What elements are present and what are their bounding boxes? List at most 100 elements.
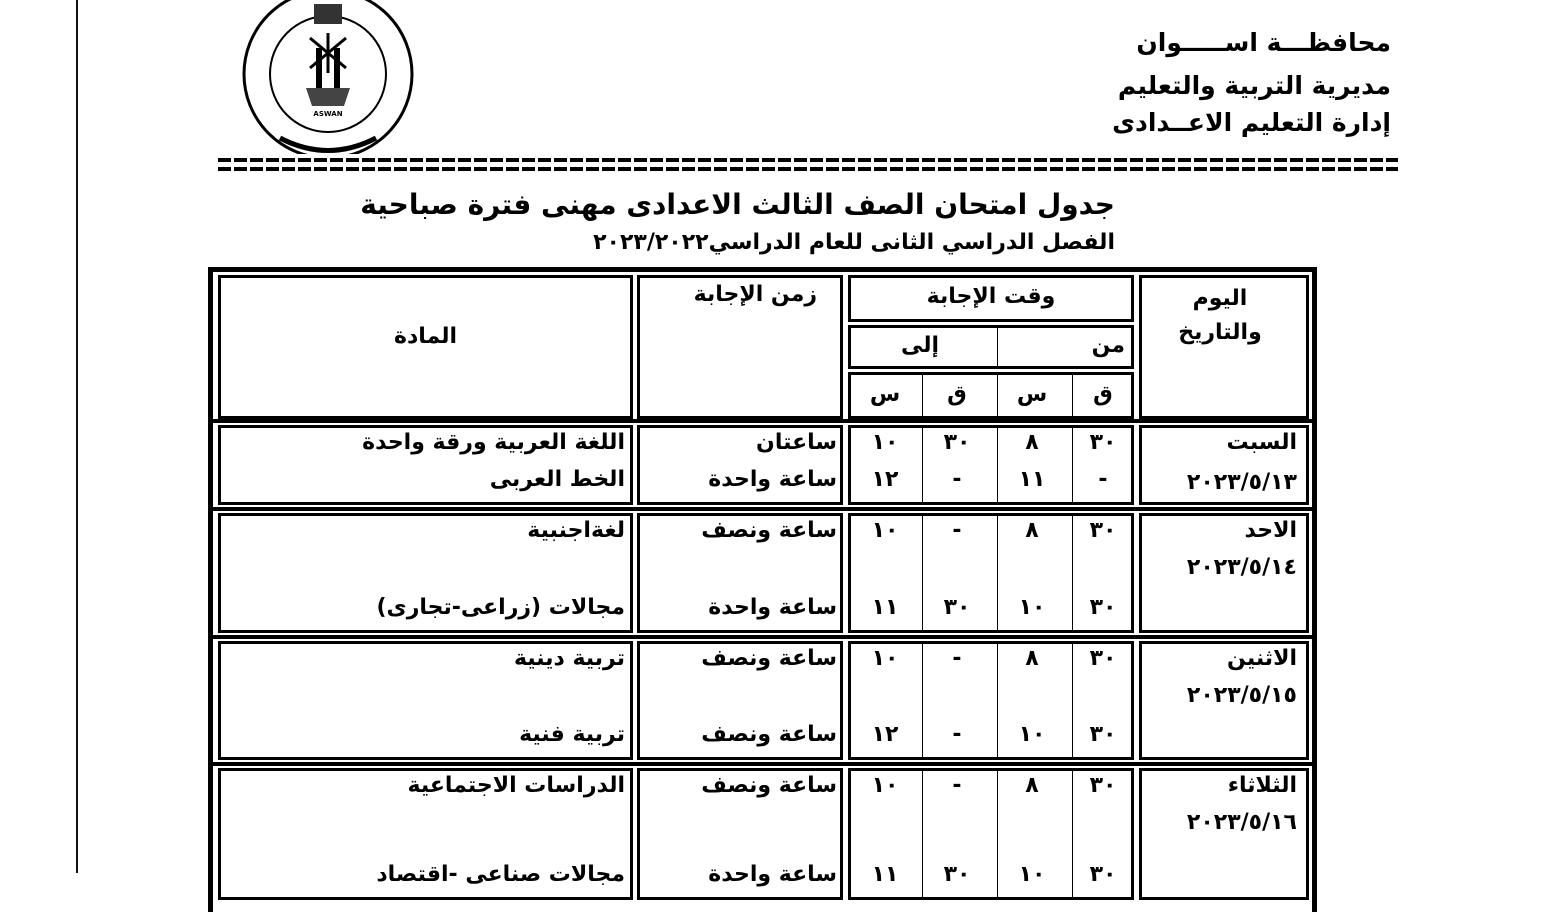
duration-cell [637,425,843,505]
exam-date: ٢٠٢٣/٥/١٦ [1186,810,1297,835]
from-to-header-row [848,325,1134,369]
day-name: الثلاثاء [1227,773,1297,798]
answer-duration: ساعة ونصف [701,646,837,671]
subject-name: الخط العربى [489,467,625,492]
row-separator [213,762,1313,766]
time-divider [922,513,923,633]
answer-duration: ساعة واحدة [708,595,837,620]
subject-name: مجالات (زراعى-تجارى) [376,595,626,620]
to-minute: - [952,646,962,671]
day-name: الاثنين [1227,646,1297,671]
from-minute: ٣٠ [1089,646,1117,671]
answer-duration: ساعة ونصف [701,518,837,543]
time-divider [922,768,923,900]
time-divider [997,425,998,505]
to-hour: ١٢ [871,722,899,747]
to-hour: ١٠ [871,430,899,455]
subtitle-text: الفصل الدراسي الثانى للعام الدراسي [708,230,1115,255]
row-separator [213,507,1313,511]
from-hour: ٨ [1025,646,1039,671]
answer-time-header-cell [848,275,1134,322]
to-hour: ١٠ [871,646,899,671]
day-cell [1139,425,1309,505]
exam-table [208,267,1317,912]
time-divider [1072,641,1073,760]
row-separator [213,635,1313,639]
to-minute: ٣٠ [943,595,971,620]
time-cell [848,425,1134,505]
to-minute-header: ق [947,382,967,407]
time-divider [997,513,998,633]
subject-name: تربية فنية [519,722,625,747]
day-date-header-cell [1139,275,1309,419]
time-divider [1072,425,1073,505]
day-name: الاحد [1244,518,1298,543]
time-divider [1072,768,1073,900]
day-cell [1139,641,1309,760]
to-minute: - [952,467,962,492]
from-hour: ١٠ [1018,595,1046,620]
from-hour: ٨ [1025,773,1039,798]
answer-duration: ساعتان [756,430,837,455]
from-minute: ٣٠ [1089,862,1117,887]
from-minute: ٣٠ [1089,430,1117,455]
to-hour: ١١ [871,862,899,887]
answer-duration: ساعة واحدة [708,467,837,492]
time-cell [848,513,1134,633]
duration-header: زمن الإجابة [693,282,817,307]
directorate-name: مديرية التربية والتعليم [1117,71,1391,100]
from-hour: ١١ [1018,467,1046,492]
to-minute: ٣٠ [943,862,971,887]
time-divider [922,425,923,505]
to-minute: - [952,773,962,798]
day-name: السبت [1226,430,1297,455]
day-date-header: اليوم والتاريخ [1178,286,1262,345]
from-minute: ٣٠ [1089,518,1117,543]
answer-duration: ساعة ونصف [701,773,837,798]
duration-cell [637,513,843,633]
page-margin-line [76,0,78,873]
from-hour: ١٠ [1018,722,1046,747]
to-hour: ١٢ [871,467,899,492]
directorate-logo: ASWAN [242,0,414,154]
to-header: إلى [900,333,940,358]
answer-duration: ساعة ونصف [701,722,837,747]
duration-header-cell [637,275,843,419]
academic-year: ٢٠٢٣/٢٠٢٢ [593,230,709,255]
document-title: جدول امتحان الصف الثالث الاعدادى مهنى فت… [360,188,1115,221]
row-separator [213,419,1313,423]
time-cell [848,641,1134,760]
subject-header: المادة [393,324,458,349]
separator-line [218,158,1398,162]
svg-text:ASWAN: ASWAN [313,110,342,118]
from-minute-header: ق [1093,382,1113,407]
to-hour: ١١ [871,595,899,620]
administration-name: إدارة التعليم الاعــدادى [1112,108,1391,137]
from-hour: ٨ [1025,430,1039,455]
subject-name: تربية دينية [513,646,625,671]
to-hour-header: س [869,382,901,407]
from-header: من [1091,333,1125,358]
from-hour: ٨ [1025,518,1039,543]
time-divider [922,641,923,760]
subject-name: لغةاجنبية [527,518,625,543]
day-cell [1139,513,1309,633]
subject-header-cell [218,275,633,419]
to-hour: ١٠ [871,773,899,798]
divider [922,372,923,419]
time-divider [997,768,998,900]
governorate-name: محافظـــة اســـــوان [1136,28,1391,57]
from-minute: - [1098,467,1108,492]
exam-date: ٢٠٢٣/٥/١٣ [1186,470,1297,495]
document-subtitle: الفصل الدراسي الثانى للعام الدراسي٢٠٢٣/٢… [380,230,1115,255]
from-minute: ٣٠ [1089,773,1117,798]
duration-cell [637,641,843,760]
from-minute: ٣٠ [1089,722,1117,747]
divider [1072,372,1073,419]
separator-line [218,167,1398,171]
divider [997,372,998,419]
subject-cell [218,425,633,505]
hour-minute-header-row [848,372,1134,419]
divider [997,325,998,369]
time-divider [1072,513,1073,633]
